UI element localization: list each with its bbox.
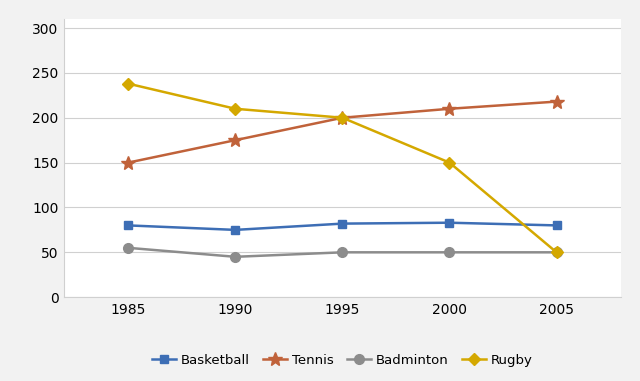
- Tennis: [232, 138, 239, 142]
- Basketball: [232, 227, 239, 232]
- Badminton: [232, 255, 239, 259]
- Badminton: [445, 250, 453, 255]
- Rugby: [232, 106, 239, 111]
- Tennis: [339, 115, 346, 120]
- Tennis: [553, 99, 561, 104]
- Tennis: [124, 160, 132, 165]
- Rugby: [445, 160, 453, 165]
- Line: Basketball: Basketball: [124, 219, 561, 234]
- Basketball: [445, 221, 453, 225]
- Badminton: [339, 250, 346, 255]
- Rugby: [339, 115, 346, 120]
- Line: Rugby: Rugby: [124, 80, 561, 256]
- Badminton: [553, 250, 561, 255]
- Legend: Basketball, Tennis, Badminton, Rugby: Basketball, Tennis, Badminton, Rugby: [147, 348, 538, 372]
- Rugby: [124, 82, 132, 86]
- Line: Badminton: Badminton: [124, 243, 561, 262]
- Badminton: [124, 245, 132, 250]
- Basketball: [339, 221, 346, 226]
- Line: Tennis: Tennis: [122, 94, 563, 170]
- Rugby: [553, 250, 561, 255]
- Basketball: [124, 223, 132, 228]
- Basketball: [553, 223, 561, 228]
- Tennis: [445, 106, 453, 111]
